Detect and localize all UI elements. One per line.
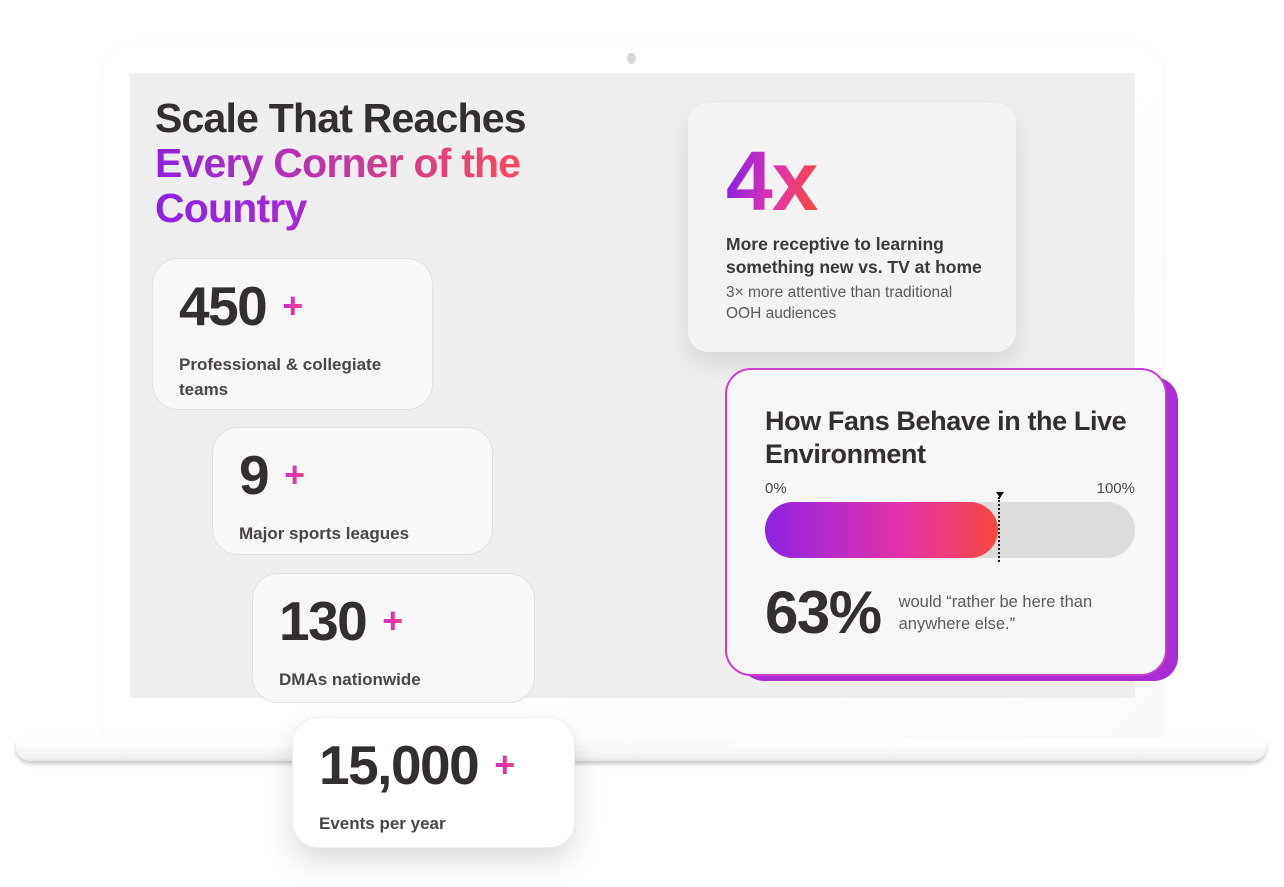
scale-min-label: 0%: [765, 480, 787, 497]
progress-track: [765, 492, 1135, 562]
percent-value: 63%: [765, 579, 882, 646]
fans-behavior-card: How Fans Behave in the Live Environment …: [725, 368, 1167, 676]
plus-icon: +: [284, 454, 306, 495]
webcam-dot: [627, 53, 636, 64]
stat-label: Events per year: [319, 814, 446, 833]
stat-value: 450: [179, 275, 268, 337]
laptop-base: [16, 737, 1266, 761]
scale-max-label: 100%: [1096, 480, 1135, 497]
stat-value-row: 130 +: [279, 588, 508, 654]
receptive-stat-card: 4x More receptive to learning something …: [688, 103, 1016, 352]
heading-line-2: Every Corner of the: [155, 141, 526, 186]
stat-card-leagues: 9 + Major sports leagues: [212, 427, 493, 555]
stat-label: Major sports leagues: [239, 524, 410, 543]
progress-marker: [996, 492, 1005, 562]
plus-icon: +: [494, 744, 516, 785]
laptop-base-notch: [548, 737, 737, 748]
stat-value: 130: [279, 590, 368, 652]
stat-card-events: 15,000 + Events per year: [292, 717, 575, 848]
stat-value: 15,000: [319, 734, 480, 796]
receptive-bold-text: More receptive to learning something new…: [726, 234, 982, 277]
heading-line-dark: Scale That Reaches: [155, 95, 527, 141]
receptive-value: 4x: [726, 134, 818, 228]
stat-value: 9: [239, 444, 270, 506]
percent-row: 63% would “rather be here than anywhere …: [765, 582, 1135, 644]
stat-label: DMAs nationwide: [279, 670, 421, 689]
marker-triangle-icon: [996, 492, 1005, 498]
stat-card-dmas: 130 + DMAs nationwide: [252, 573, 535, 703]
stat-card-teams: 450 + Professional & collegiate teams: [152, 258, 433, 410]
stat-value-row: 9 +: [239, 442, 466, 508]
stat-value-row: 450 +: [179, 273, 406, 339]
stat-value-row: 15,000 +: [319, 732, 548, 798]
heading-gradient-lines: Every Corner of the Country: [155, 141, 526, 231]
progress-fill: [765, 502, 999, 558]
plus-icon: +: [282, 285, 304, 326]
heading-line-3: Country: [155, 186, 526, 231]
percent-caption: would “rather be here than anywhere else…: [898, 593, 1093, 633]
receptive-sub-text: 3× more attentive than traditional OOH a…: [726, 284, 953, 322]
plus-icon: +: [382, 600, 404, 641]
slide-heading: Scale That Reaches Every Corner of the C…: [155, 95, 527, 231]
scale-labels: 0% 100%: [765, 480, 1135, 497]
fans-card-title: How Fans Behave in the Live Environment: [765, 406, 1127, 469]
stat-label: Professional & collegiate teams: [179, 355, 382, 399]
